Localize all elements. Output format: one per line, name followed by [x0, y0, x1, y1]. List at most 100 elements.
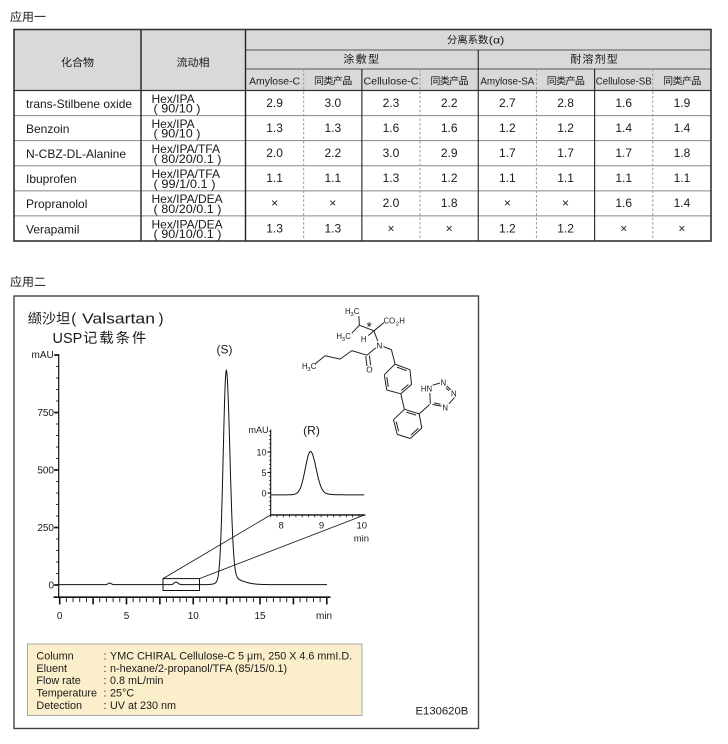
svg-text:15: 15 — [254, 611, 266, 622]
svg-text:( 99/1/0.1 ): ( 99/1/0.1 ) — [154, 177, 216, 191]
svg-text:1.3: 1.3 — [266, 121, 283, 135]
svg-text:3.0: 3.0 — [324, 96, 341, 110]
svg-text:CO: CO — [384, 317, 396, 326]
svg-text:H: H — [399, 317, 405, 326]
svg-text:Detection: Detection — [36, 700, 82, 712]
svg-text:2: 2 — [396, 322, 399, 328]
svg-text:1.1: 1.1 — [557, 171, 574, 185]
svg-text:1.3: 1.3 — [324, 121, 341, 135]
svg-text:O: O — [366, 366, 372, 375]
svg-text:H: H — [361, 335, 367, 344]
svg-text:C: C — [354, 307, 360, 316]
svg-text:YMC CHIRAL Cellulose-C 5 μm, 2: YMC CHIRAL Cellulose-C 5 μm, 250 X 4.6 m… — [110, 650, 352, 662]
svg-text::: : — [104, 675, 107, 687]
svg-text:Benzoin: Benzoin — [26, 122, 69, 136]
svg-text:1.1: 1.1 — [324, 171, 341, 185]
svg-text:0: 0 — [48, 581, 54, 592]
svg-text:1.6: 1.6 — [441, 121, 458, 135]
svg-text:USP: USP — [53, 331, 83, 347]
svg-text:3: 3 — [342, 337, 346, 343]
svg-text:9: 9 — [319, 521, 324, 532]
svg-text:500: 500 — [37, 466, 54, 477]
svg-text:1.7: 1.7 — [615, 146, 632, 160]
svg-text::: : — [104, 650, 107, 662]
svg-text:1.8: 1.8 — [674, 146, 691, 160]
svg-text:1.3: 1.3 — [324, 221, 341, 235]
svg-text:1.2: 1.2 — [499, 121, 516, 135]
svg-text:(S): (S) — [217, 343, 233, 357]
svg-text:n-hexane/2-propanol/TFA (85/15: n-hexane/2-propanol/TFA (85/15/0.1) — [110, 663, 287, 675]
svg-text:Verapamil: Verapamil — [26, 222, 79, 236]
svg-text:Hex/IPA: Hex/IPA — [152, 92, 195, 106]
svg-text:): ) — [159, 311, 164, 328]
svg-text:(R): (R) — [303, 424, 320, 438]
svg-text:min: min — [354, 534, 369, 545]
svg-text:750: 750 — [37, 408, 54, 419]
svg-text:1.4: 1.4 — [615, 121, 632, 135]
svg-text:10: 10 — [188, 611, 200, 622]
svg-text:×: × — [387, 221, 394, 235]
svg-text:2.0: 2.0 — [383, 196, 400, 210]
svg-text:( 90/10/0.1 ): ( 90/10/0.1 ) — [154, 227, 222, 241]
svg-text:1.7: 1.7 — [499, 146, 516, 160]
svg-text:(α): (α) — [489, 34, 505, 46]
svg-text:Column: Column — [36, 650, 73, 662]
svg-text:Valsartan: Valsartan — [82, 311, 155, 328]
svg-text:1.1: 1.1 — [615, 171, 632, 185]
svg-text:Cellulose-SB: Cellulose-SB — [596, 75, 652, 87]
svg-text:HN: HN — [421, 385, 432, 394]
svg-text:2.9: 2.9 — [441, 146, 458, 160]
svg-text:Hex/IPA/DEA: Hex/IPA/DEA — [152, 192, 223, 206]
svg-text:Ibuprofen: Ibuprofen — [26, 172, 77, 186]
svg-text:E130620B: E130620B — [416, 706, 469, 718]
svg-text:2.8: 2.8 — [557, 96, 574, 110]
svg-text:N: N — [376, 342, 382, 351]
svg-text:1.6: 1.6 — [615, 96, 632, 110]
svg-text:Propranolol: Propranolol — [26, 197, 87, 211]
svg-text:×: × — [562, 196, 569, 210]
svg-text:2.2: 2.2 — [441, 96, 458, 110]
svg-text:×: × — [329, 196, 336, 210]
svg-text:5: 5 — [261, 468, 266, 478]
svg-text:mAU: mAU — [249, 425, 269, 435]
svg-text:0: 0 — [261, 488, 266, 498]
svg-text:Hex/IPA/TFA: Hex/IPA/TFA — [152, 167, 220, 181]
svg-text:Temperature: Temperature — [36, 688, 97, 700]
svg-text:Amylose-SA: Amylose-SA — [480, 75, 534, 87]
svg-text:1.7: 1.7 — [557, 146, 574, 160]
svg-text:N: N — [442, 404, 448, 413]
svg-text:0.8 mL/min: 0.8 mL/min — [110, 675, 163, 687]
svg-text:25°C: 25°C — [110, 688, 134, 700]
svg-text:0: 0 — [57, 611, 63, 622]
svg-text:mAU: mAU — [32, 350, 54, 361]
svg-text:8: 8 — [279, 521, 284, 532]
svg-text:1.6: 1.6 — [615, 196, 632, 210]
svg-text:1.8: 1.8 — [441, 196, 458, 210]
svg-text:1.2: 1.2 — [441, 171, 458, 185]
svg-text:2.3: 2.3 — [383, 96, 400, 110]
svg-text:Hex/IPA: Hex/IPA — [152, 117, 195, 131]
svg-text:C: C — [311, 362, 317, 371]
svg-text:2.7: 2.7 — [499, 96, 516, 110]
svg-text:N: N — [451, 390, 457, 399]
svg-text:1.3: 1.3 — [383, 171, 400, 185]
svg-text:( 90/10 ): ( 90/10 ) — [154, 102, 201, 116]
svg-text:2.0: 2.0 — [266, 146, 283, 160]
svg-text:5: 5 — [124, 611, 130, 622]
svg-text:*: * — [367, 320, 373, 335]
svg-text:N: N — [441, 379, 447, 388]
svg-text:×: × — [271, 196, 278, 210]
svg-text:1.9: 1.9 — [674, 96, 691, 110]
svg-text:( 80/20/0.1 ): ( 80/20/0.1 ) — [154, 152, 222, 166]
svg-text:H: H — [336, 332, 342, 341]
svg-text:( 90/10 ): ( 90/10 ) — [154, 127, 201, 141]
svg-text:1.2: 1.2 — [557, 121, 574, 135]
svg-text:250: 250 — [37, 523, 54, 534]
svg-text:1.2: 1.2 — [557, 221, 574, 235]
svg-text::: : — [104, 663, 107, 675]
svg-text:Eluent: Eluent — [36, 663, 67, 675]
svg-text:min: min — [316, 611, 332, 622]
svg-text:1.3: 1.3 — [266, 221, 283, 235]
svg-text:UV at 230 nm: UV at 230 nm — [110, 700, 176, 712]
svg-text:H: H — [345, 307, 351, 316]
